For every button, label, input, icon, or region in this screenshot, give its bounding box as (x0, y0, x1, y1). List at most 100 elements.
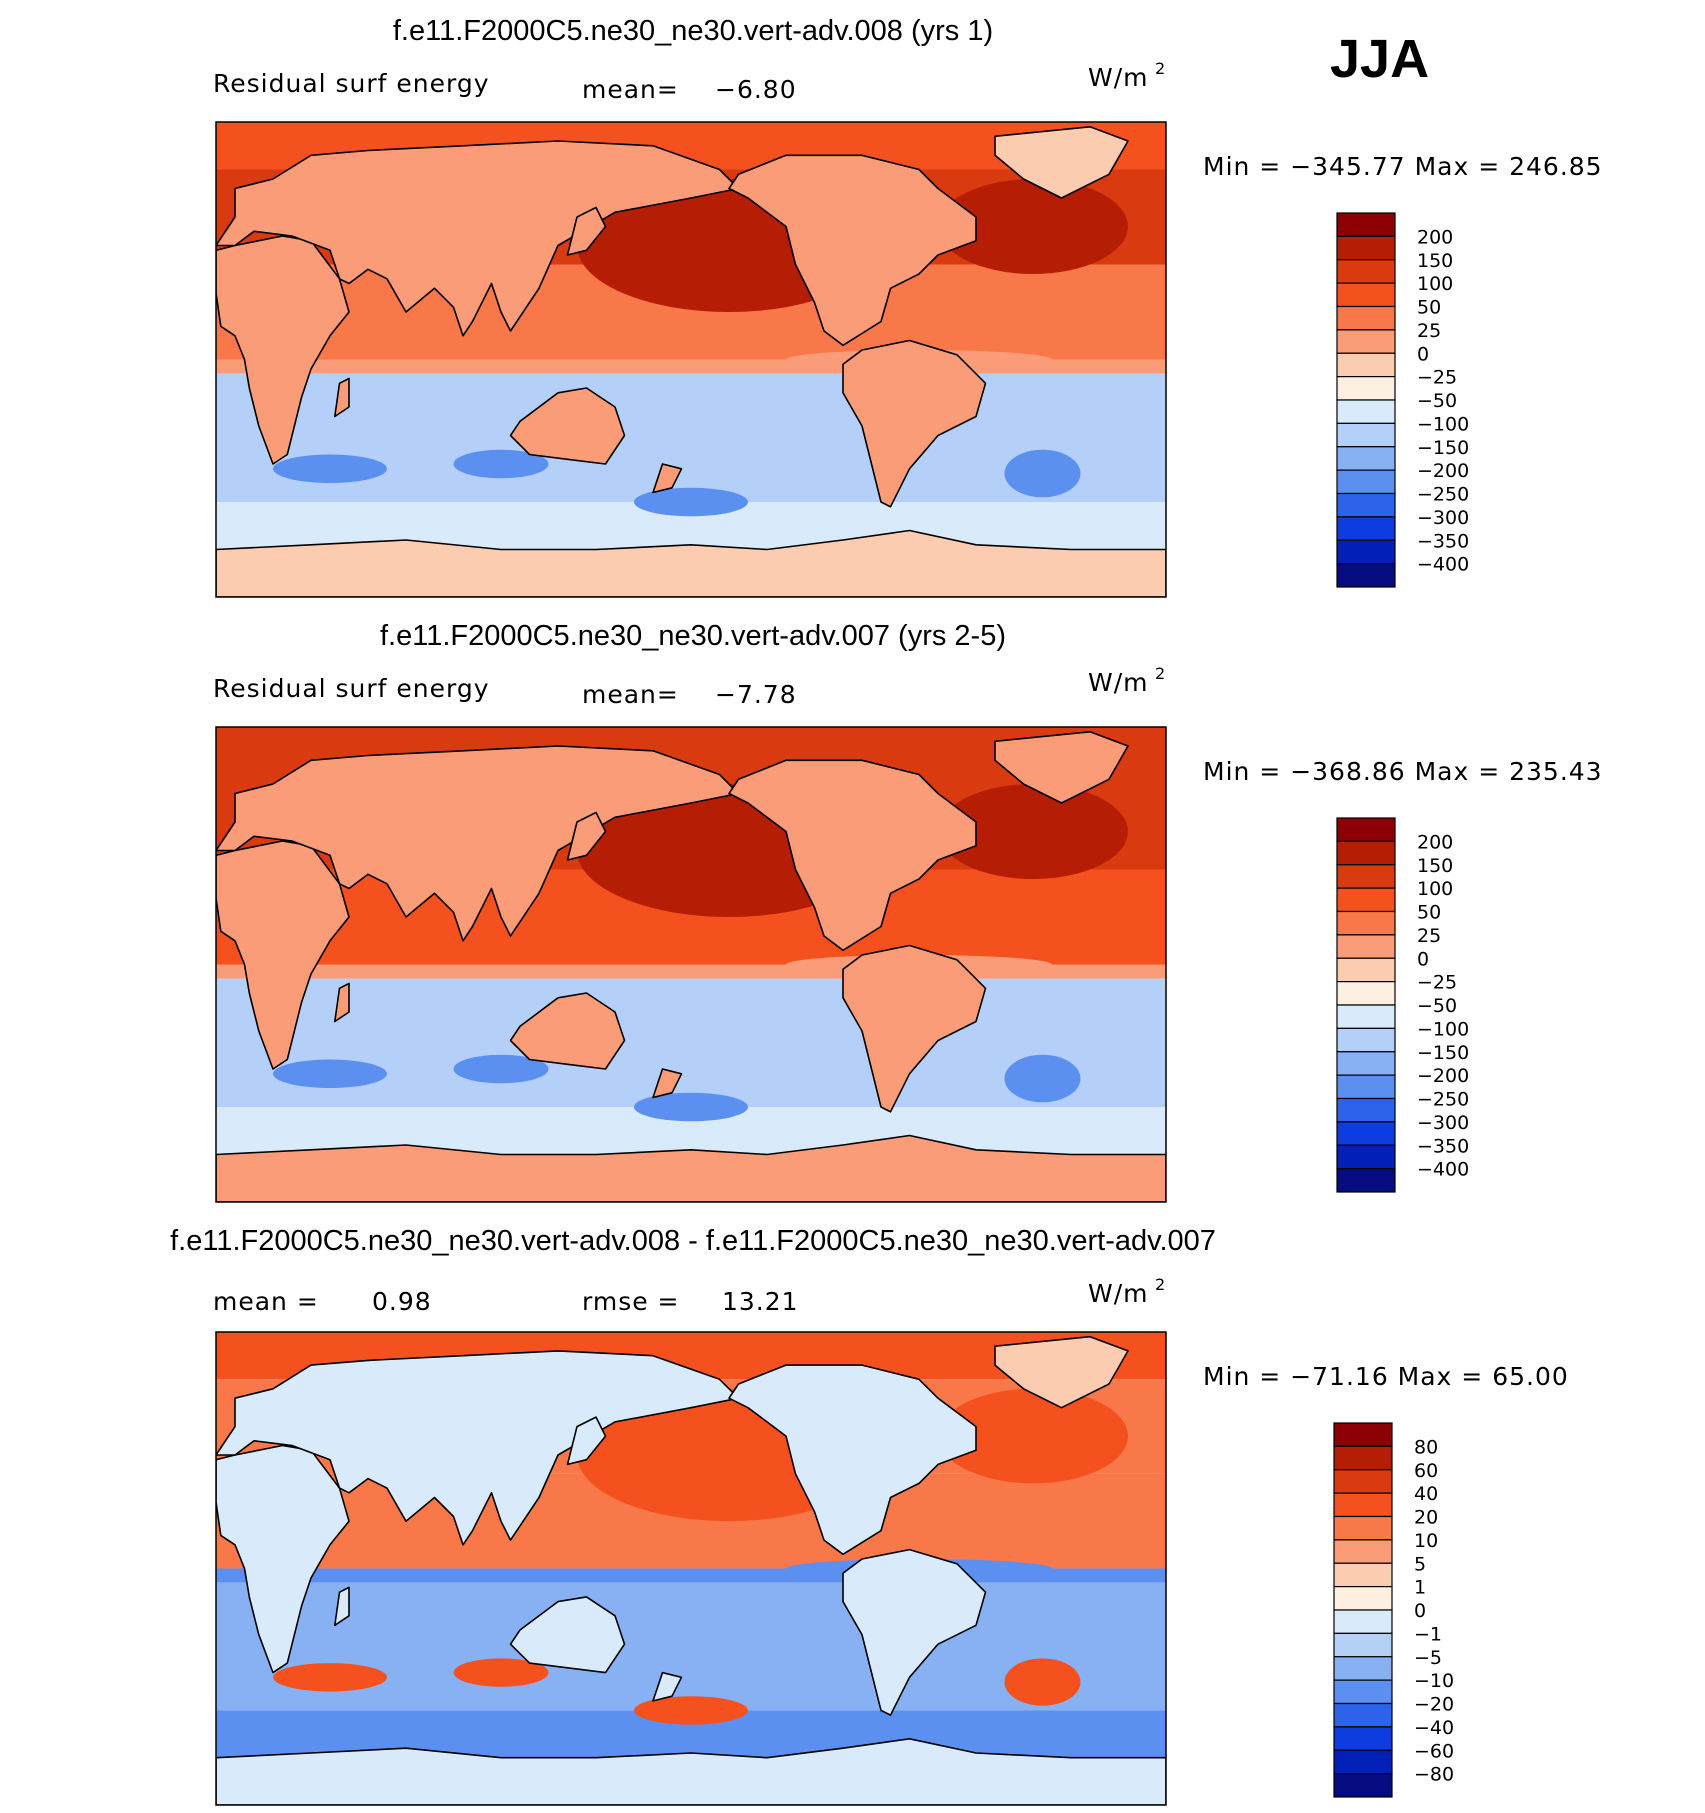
colorbar-tick-label: 60 (1414, 1460, 1438, 1482)
colorbar-tick-label: 100 (1417, 273, 1453, 295)
antarctica-outline (216, 1134, 1166, 1202)
units-exponent: 2 (1155, 1275, 1165, 1294)
colorbar-tick-label: 50 (1417, 902, 1441, 924)
colorbar-tick-label: 0 (1414, 1600, 1426, 1622)
colorbar-box (1336, 329, 1396, 354)
panel-title: f.e11.F2000C5.ne30_ne30.vert-adv.008 (yr… (393, 15, 993, 47)
colorbar-box (1333, 1773, 1393, 1798)
rmse-label: rmse = (582, 1287, 680, 1316)
colorbar-box (1333, 1656, 1393, 1681)
japan-outline (566, 206, 607, 256)
colorbar-tick-label: 0 (1417, 343, 1429, 365)
variable-label: Residual surf energy (213, 69, 490, 98)
new-zealand-outline (652, 463, 683, 494)
eurasia-outline (216, 745, 740, 942)
colorbar-tick-label: 40 (1414, 1483, 1438, 1505)
colorbar-tick-label: 200 (1417, 226, 1453, 248)
south-america-outline (842, 1548, 987, 1716)
madagascar-outline (334, 377, 350, 418)
colorbar-box (1336, 864, 1396, 889)
units-exponent: 2 (1155, 664, 1165, 683)
colorbar-tick-label: −25 (1417, 367, 1457, 389)
colorbar-tick-label: 80 (1414, 1436, 1438, 1458)
colorbar-box (1336, 1168, 1396, 1193)
map-field (216, 1332, 1166, 1805)
indian-ocean-blob (273, 1663, 387, 1692)
japan-outline (566, 1416, 607, 1466)
eurasia-outline (216, 1350, 740, 1546)
colorbar-box (1333, 1609, 1393, 1634)
colorbar-box (1333, 1562, 1393, 1588)
panel-1: f.e11.F2000C5.ne30_ne30.vert-adv.008 (yr… (213, 15, 1603, 598)
colorbar-box (1333, 1492, 1393, 1518)
japan-outline (566, 811, 607, 861)
colorbar-box (1336, 516, 1396, 541)
colorbar-box (1336, 1004, 1396, 1029)
africa-outline (216, 235, 350, 465)
colorbar-box (1336, 934, 1396, 959)
panel-title: f.e11.F2000C5.ne30_ne30.vert-adv.007 (yr… (380, 620, 1006, 652)
mean-label: mean= (582, 680, 679, 709)
colorbar-box (1333, 1515, 1393, 1541)
colorbar-tick-label: −80 (1414, 1764, 1454, 1786)
colorbar-tick-label: −100 (1417, 1018, 1469, 1040)
colorbar-tick-label: −350 (1417, 530, 1469, 552)
north-atlantic-core (938, 179, 1128, 274)
colorbar-tick-label: −200 (1417, 1065, 1469, 1087)
colorbar-box (1336, 1121, 1396, 1146)
map-field (216, 727, 1166, 1202)
antarctica-outline (216, 1738, 1166, 1805)
south-america-outline (842, 339, 987, 508)
colorbar-tick-label: 0 (1417, 948, 1429, 970)
colorbar-box (1336, 352, 1396, 378)
colorbar-tick-label: 25 (1417, 320, 1441, 342)
colorbar-tick-label: −150 (1417, 1042, 1469, 1064)
map-field (216, 122, 1166, 597)
north-atlantic-core (938, 1388, 1128, 1484)
greenland-outline (994, 1335, 1129, 1409)
north-atlantic-core (938, 784, 1128, 879)
colorbar-tick-label: 5 (1414, 1553, 1426, 1575)
variable-label: Residual surf energy (213, 674, 490, 703)
south-pacific-blob (634, 1092, 748, 1122)
colorbar-box (1336, 399, 1396, 424)
new-zealand-outline (652, 1671, 683, 1702)
colorbar-tick-label: −60 (1414, 1740, 1454, 1762)
panel-3: f.e11.F2000C5.ne30_ne30.vert-adv.008 - f… (170, 1225, 1568, 1806)
colorbar-box (1333, 1539, 1393, 1564)
colorbar-tick-label: 1 (1414, 1577, 1426, 1599)
south-atlantic-blob (1004, 1658, 1081, 1706)
north-america-outline (728, 759, 977, 952)
colorbar-box (1336, 887, 1396, 913)
antarctica-outline (216, 529, 1166, 597)
colorbar-tick-label: −200 (1417, 460, 1469, 482)
mean-value: −6.80 (715, 75, 797, 104)
min-max-label: Min = −368.86 Max = 235.43 (1203, 757, 1603, 786)
africa-outline (216, 840, 350, 1070)
colorbar-box (1333, 1586, 1393, 1611)
colorbar-tick-label: 100 (1417, 878, 1453, 900)
colorbar-box (1333, 1632, 1393, 1658)
units-label: W/m (1088, 668, 1149, 697)
africa-outline (216, 1444, 350, 1674)
colorbar-box (1336, 1074, 1396, 1100)
colorbar-box (1336, 446, 1396, 471)
south-america-outline (842, 944, 987, 1113)
south-atlantic-blob (1004, 1054, 1081, 1103)
colorbar-tick-label: −250 (1417, 1089, 1469, 1111)
colorbar-box (1336, 1027, 1396, 1053)
colorbar-box (1333, 1679, 1393, 1705)
south-pacific-blob (634, 1696, 748, 1725)
colorbar-box (1336, 981, 1396, 1006)
min-max-label: Min = −345.77 Max = 246.85 (1203, 152, 1603, 181)
map-frame (215, 121, 1167, 598)
units-exponent: 2 (1155, 59, 1165, 78)
mean-label: mean = (213, 1287, 319, 1316)
greenland-outline (994, 731, 1129, 804)
rmse-value: 13.21 (722, 1287, 799, 1316)
colorbar-box (1336, 492, 1396, 518)
colorbar-box (1333, 1445, 1393, 1471)
colorbar-box (1336, 539, 1396, 565)
colorbar-box (1336, 563, 1396, 588)
